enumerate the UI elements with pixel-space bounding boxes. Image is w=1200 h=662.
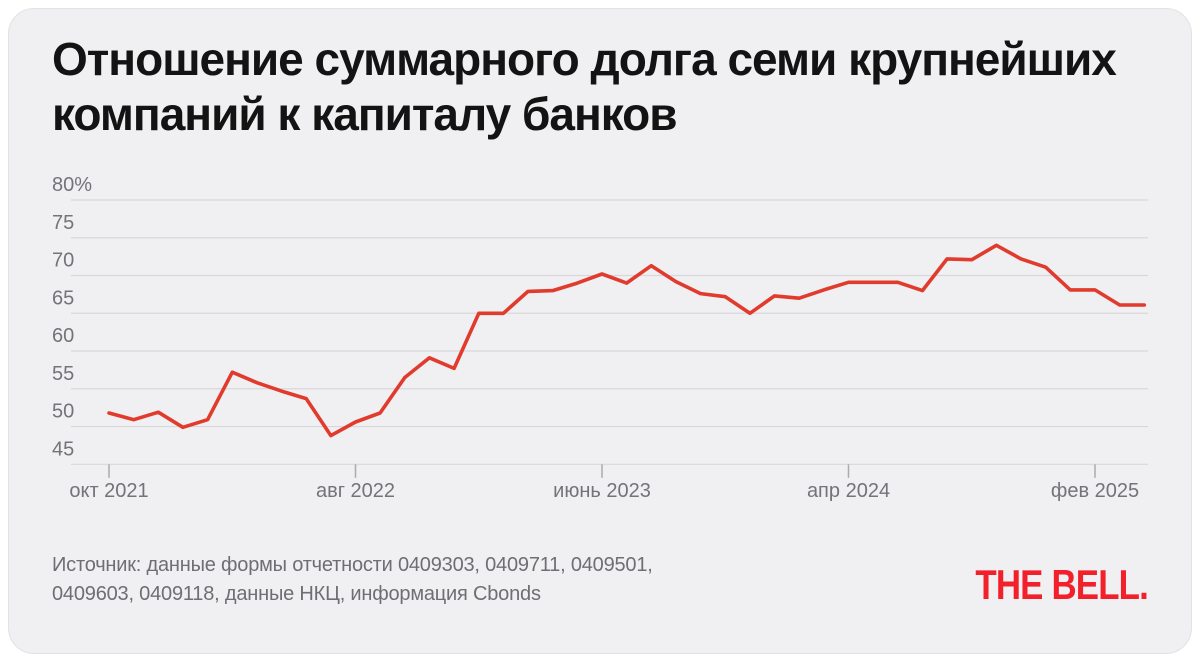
- y-axis-label: 70: [52, 250, 74, 272]
- y-axis-label: 50: [52, 401, 74, 423]
- the-bell-logo: THE BELL.: [975, 561, 1148, 608]
- y-axis-label: 75: [52, 212, 74, 234]
- y-axis-label: 45: [52, 438, 74, 460]
- source-note-line1: Источник: данные формы отчетности 040930…: [52, 554, 653, 576]
- x-axis-label: апр 2024: [807, 480, 890, 502]
- source-note: Источник: данные формы отчетности 040930…: [52, 551, 653, 608]
- x-axis-label: июнь 2023: [553, 480, 651, 502]
- source-note-line2: 0409603, 0409118, данные НКЦ, информация…: [52, 582, 541, 605]
- y-axis-label: 65: [52, 287, 74, 309]
- chart-title: Отношение суммарного долга семи крупнейш…: [52, 33, 1117, 140]
- y-axis-label: 60: [52, 325, 74, 347]
- chart-card: [8, 8, 1192, 654]
- y-axis-label: 80%: [52, 174, 92, 196]
- y-axis-label: 55: [52, 363, 74, 385]
- data-line: [107, 243, 1147, 438]
- x-axis-label: окт 2021: [69, 480, 148, 502]
- x-axis-label: фев 2025: [1051, 480, 1139, 502]
- x-axis-label: авг 2022: [316, 480, 395, 502]
